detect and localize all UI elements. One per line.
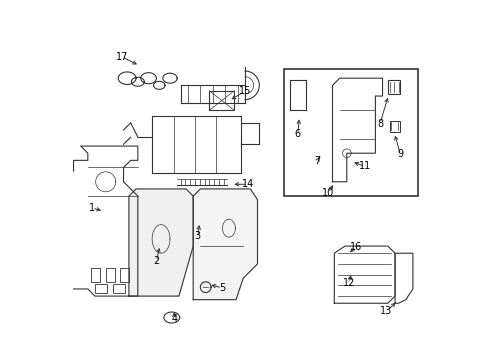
Text: 10: 10	[322, 188, 334, 198]
Text: 15: 15	[239, 86, 251, 96]
Bar	[113, 284, 125, 293]
Bar	[313, 103, 318, 109]
Text: 12: 12	[343, 278, 356, 288]
Polygon shape	[193, 189, 258, 300]
Bar	[292, 82, 297, 89]
Bar	[298, 91, 303, 98]
Bar	[95, 284, 107, 293]
Polygon shape	[129, 189, 193, 296]
Bar	[292, 100, 297, 107]
Text: 8: 8	[377, 118, 383, 129]
Text: 6: 6	[295, 129, 301, 139]
Text: 13: 13	[380, 306, 392, 316]
Text: 7: 7	[314, 157, 320, 166]
Bar	[313, 95, 318, 102]
Bar	[120, 267, 129, 282]
Bar	[390, 121, 400, 132]
Bar	[388, 80, 400, 94]
Bar	[318, 103, 323, 109]
Bar	[298, 82, 303, 89]
Text: 9: 9	[397, 149, 403, 159]
Text: 16: 16	[349, 242, 362, 252]
Bar	[298, 100, 303, 107]
Text: 11: 11	[359, 161, 371, 171]
Bar	[318, 95, 323, 102]
Bar	[106, 267, 115, 282]
Bar	[284, 69, 418, 196]
Text: 5: 5	[219, 283, 225, 293]
Text: 2: 2	[153, 256, 160, 266]
Text: 17: 17	[116, 52, 128, 62]
Text: 3: 3	[195, 231, 201, 242]
Bar	[209, 91, 234, 111]
Text: 14: 14	[242, 179, 254, 189]
Text: 1: 1	[89, 203, 95, 213]
Bar	[292, 91, 297, 98]
Text: 4: 4	[171, 314, 177, 324]
Bar	[92, 267, 100, 282]
